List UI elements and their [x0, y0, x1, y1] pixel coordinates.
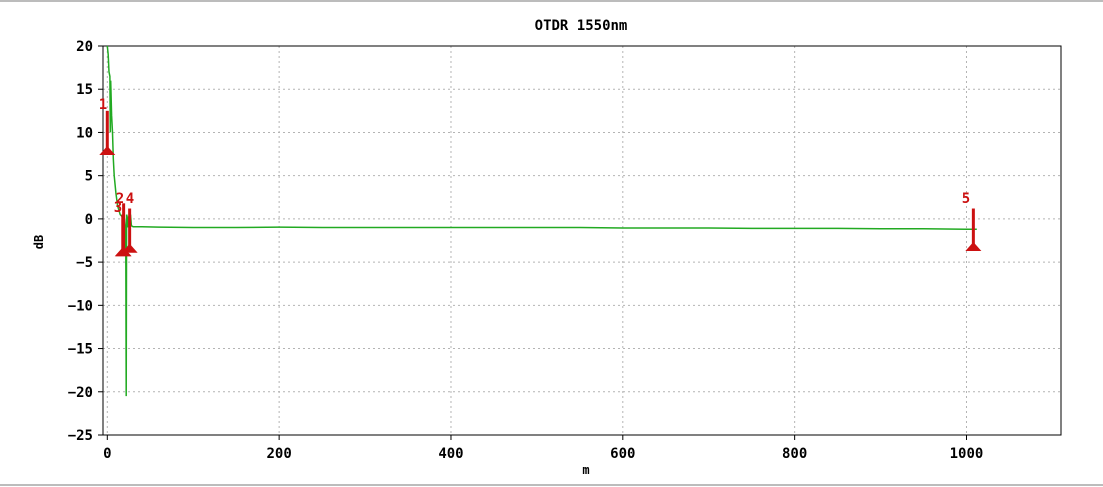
plot-frame [102, 45, 1062, 436]
x-axis-label: m [582, 463, 589, 477]
event-base-triangle [121, 243, 138, 253]
x-tick-label: 600 [610, 446, 635, 462]
event-markers: 1 234 5 [99, 97, 982, 257]
y-tick-label: −15 [68, 342, 93, 358]
y-tick-label: 15 [76, 82, 93, 98]
chart-title: OTDR 1550nm [535, 18, 628, 34]
event-label-2: 2 [116, 191, 124, 207]
event-label-1: 1 [99, 97, 107, 113]
event-marker-4 [121, 208, 138, 253]
trace [106, 45, 977, 397]
y-tick-label: −5 [76, 255, 93, 271]
trace-line [106, 45, 977, 397]
x-tick-label: 400 [438, 446, 463, 462]
event-label-4: 4 [126, 191, 134, 207]
y-tick-label: 5 [85, 169, 93, 185]
y-axis-label: dB [32, 235, 46, 249]
y-tick-label: 10 [76, 125, 93, 141]
y-tick-label: −10 [68, 298, 93, 314]
event-marker-5 [965, 208, 982, 252]
y-tick-label: 0 [85, 212, 93, 228]
event-base-triangle [99, 146, 116, 156]
y-tick-label: 20 [76, 39, 93, 55]
event-marker-1 [99, 110, 116, 156]
y-tick-label: −25 [68, 428, 93, 444]
x-tick-label: 1000 [950, 446, 984, 462]
event-label-5: 5 [962, 191, 970, 207]
x-tick-label: 200 [266, 446, 291, 462]
x-tick-label: 0 [103, 446, 111, 462]
event-base-triangle [965, 242, 982, 252]
y-tick-label: −20 [68, 385, 93, 401]
event-label-3: 3 [114, 200, 122, 216]
x-tick-label: 800 [782, 446, 807, 462]
grid [103, 46, 1061, 435]
